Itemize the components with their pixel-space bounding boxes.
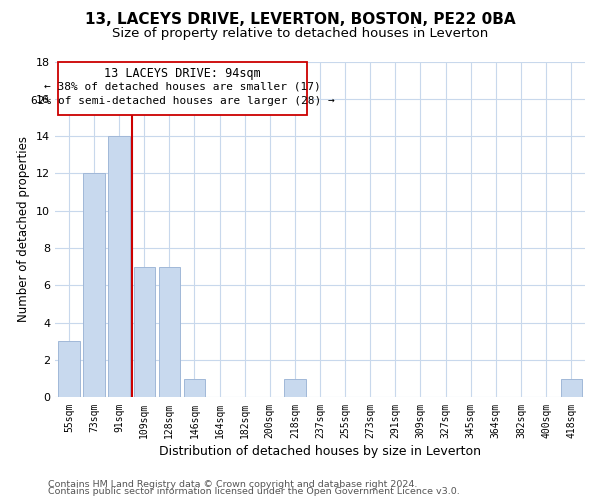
Text: 62% of semi-detached houses are larger (28) →: 62% of semi-detached houses are larger (…	[31, 96, 334, 106]
Text: Contains HM Land Registry data © Crown copyright and database right 2024.: Contains HM Land Registry data © Crown c…	[48, 480, 418, 489]
Bar	[560, 379, 582, 398]
Bar	[83, 174, 104, 398]
X-axis label: Distribution of detached houses by size in Leverton: Distribution of detached houses by size …	[159, 444, 481, 458]
Y-axis label: Number of detached properties: Number of detached properties	[17, 136, 31, 322]
Text: 13, LACEYS DRIVE, LEVERTON, BOSTON, PE22 0BA: 13, LACEYS DRIVE, LEVERTON, BOSTON, PE22…	[85, 12, 515, 28]
Bar	[134, 267, 155, 398]
Bar	[58, 342, 80, 398]
FancyBboxPatch shape	[58, 62, 307, 114]
Bar	[109, 136, 130, 398]
Text: Contains public sector information licensed under the Open Government Licence v3: Contains public sector information licen…	[48, 488, 460, 496]
Text: Size of property relative to detached houses in Leverton: Size of property relative to detached ho…	[112, 28, 488, 40]
Text: ← 38% of detached houses are smaller (17): ← 38% of detached houses are smaller (17…	[44, 81, 321, 91]
Bar	[158, 267, 180, 398]
Bar	[184, 379, 205, 398]
Bar	[284, 379, 305, 398]
Text: 13 LACEYS DRIVE: 94sqm: 13 LACEYS DRIVE: 94sqm	[104, 66, 261, 80]
